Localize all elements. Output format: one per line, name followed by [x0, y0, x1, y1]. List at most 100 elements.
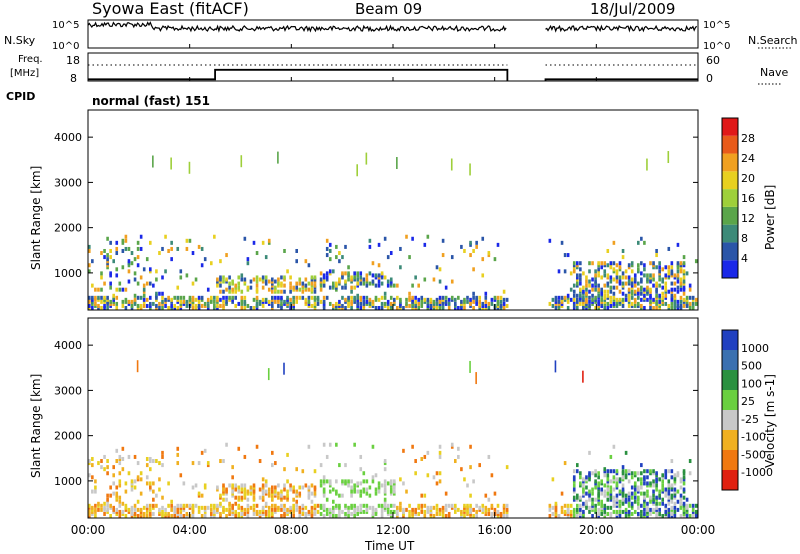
data-cell: [667, 303, 671, 308]
data-cell: [222, 509, 225, 514]
data-cell: [438, 306, 442, 310]
data-cell: [399, 301, 402, 306]
data-cell: [612, 269, 616, 274]
data-cell: [673, 473, 677, 478]
data-cell: [621, 499, 625, 504]
data-cell: [380, 301, 384, 306]
data-cell: [322, 475, 326, 480]
data-cell: [597, 497, 600, 502]
data-cell: [576, 514, 579, 518]
data-cell: [103, 467, 106, 472]
data-cell: [304, 259, 308, 264]
data-cell: [374, 491, 378, 496]
data-cell: [335, 306, 338, 310]
data-cell: [264, 483, 268, 488]
data-cell: [109, 493, 112, 498]
data-cell: [673, 275, 677, 280]
data-cell: [582, 285, 585, 290]
data-cell: [597, 301, 600, 306]
data-cell: [566, 505, 570, 510]
data-cell: [115, 301, 119, 306]
data-cell: [179, 295, 183, 300]
data-cell: [368, 301, 372, 306]
data-cell: [499, 299, 503, 304]
data-cell: [139, 491, 143, 496]
data-cell: [643, 497, 646, 502]
data-cell: [606, 275, 610, 280]
data-cell: [594, 479, 597, 484]
data-cell: [389, 514, 393, 518]
data-cell: [130, 299, 134, 304]
data-cell: [118, 479, 122, 484]
data-cell: [630, 285, 634, 290]
data-cell: [670, 459, 674, 464]
data-cell: [335, 442, 338, 447]
data-cell: [176, 461, 180, 466]
data-cell: [472, 291, 475, 296]
data-cell: [243, 295, 247, 300]
data-cell: [487, 497, 491, 502]
data-cell: [582, 509, 585, 514]
colorbar-tick-label: 20: [741, 172, 755, 185]
colorbar-frame: [721, 117, 739, 279]
data-cell: [335, 244, 338, 249]
data-cell: [661, 285, 664, 290]
data-cell: [600, 291, 603, 296]
data-cell: [633, 289, 637, 294]
data-cell: [219, 459, 222, 464]
data-cell: [551, 505, 555, 510]
data-cell: [417, 511, 420, 516]
data-cell: [176, 511, 180, 516]
data-cell: [203, 507, 207, 512]
data-cell: [191, 306, 195, 310]
data-cell: [673, 281, 677, 286]
data-cell: [667, 469, 671, 474]
data-cell: [591, 487, 594, 492]
data-cell: [243, 491, 247, 496]
data-cell: [332, 283, 335, 288]
data-cell: [304, 287, 308, 292]
data-cell: [103, 454, 106, 459]
data-cell: [408, 255, 411, 260]
data-cell: [670, 271, 674, 276]
data-cell: [454, 303, 457, 308]
data-cell: [563, 511, 567, 516]
data-cell: [103, 299, 106, 304]
data-cell: [280, 489, 283, 494]
data-cell: [673, 297, 677, 302]
data-cell: [353, 271, 356, 276]
data-cell: [277, 505, 280, 510]
data-cell: [133, 299, 137, 304]
data-cell: [94, 303, 97, 308]
data-cell: [243, 493, 247, 498]
data-cell: [618, 489, 622, 494]
data-cell: [560, 301, 564, 306]
data-cell: [155, 297, 158, 302]
data-cell: [170, 306, 173, 310]
data-cell: [615, 279, 619, 284]
data-cell: [328, 479, 332, 484]
data-cell: [97, 295, 100, 300]
data-cell: [280, 283, 283, 288]
data-cell: [563, 269, 567, 274]
data-cell: [350, 493, 353, 498]
data-cell: [377, 489, 381, 494]
data-cell: [136, 499, 140, 504]
data-cell: [313, 275, 317, 280]
data-cell: [673, 475, 677, 480]
data-cell: [313, 301, 317, 306]
data-cell: [386, 509, 390, 514]
data-cell: [344, 511, 347, 516]
data-cell: [246, 514, 250, 518]
data-cell: [582, 297, 585, 302]
data-cell: [600, 261, 603, 266]
data-cell: [664, 265, 668, 270]
data-cell: [405, 297, 408, 302]
data-cell: [264, 275, 268, 280]
data-cell: [609, 505, 613, 510]
data-cell: [399, 507, 402, 512]
data-cell: [664, 295, 668, 300]
data-cell: [228, 289, 231, 294]
data-cell: [335, 303, 338, 308]
data-cell: [618, 503, 622, 508]
